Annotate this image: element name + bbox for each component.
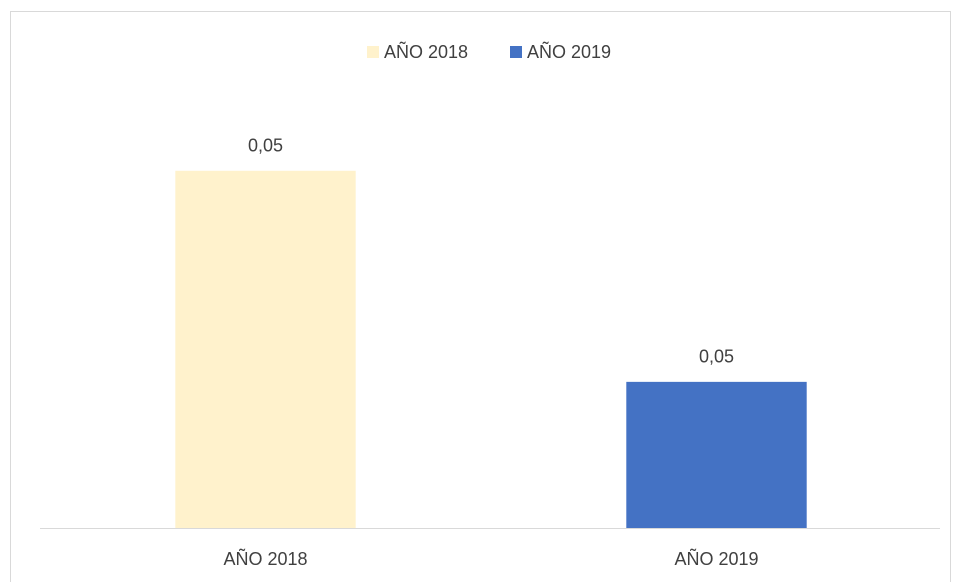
legend-label: AÑO 2018	[384, 41, 468, 62]
legend-label: AÑO 2019	[527, 41, 611, 62]
legend-swatch	[510, 46, 522, 58]
data-label: 0,05	[699, 347, 734, 367]
x-tick-label: AÑO 2018	[223, 548, 307, 569]
data-label: 0,05	[248, 136, 283, 156]
x-tick-label: AÑO 2019	[674, 548, 758, 569]
chart-frame	[10, 11, 951, 587]
bar	[175, 170, 356, 528]
bar	[626, 381, 807, 528]
legend-swatch	[367, 46, 379, 58]
